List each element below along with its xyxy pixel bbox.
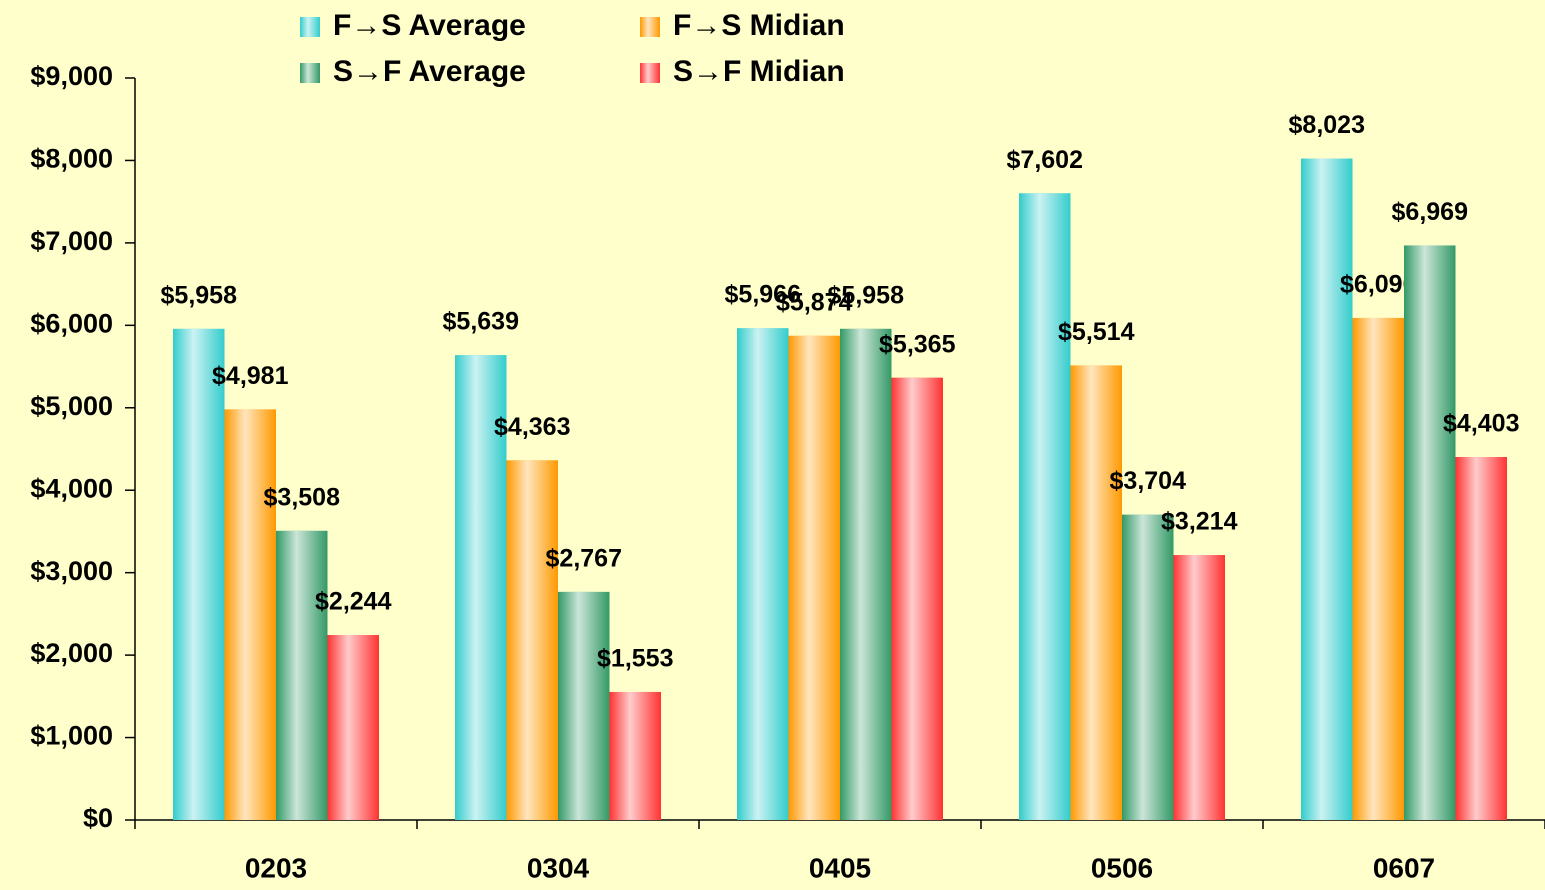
legend-swatch-highlight: [300, 63, 320, 83]
bar-highlight: [891, 377, 943, 820]
bar-highlight: [1352, 317, 1404, 820]
bar-highlight: [224, 409, 276, 820]
bar-highlight: [327, 634, 379, 820]
legend-label: S→F Midian: [673, 55, 845, 88]
value-label: $5,958: [828, 281, 905, 309]
y-tick-label: $0: [83, 803, 113, 833]
value-label: $8,023: [1289, 111, 1365, 139]
value-label: $4,363: [494, 413, 570, 441]
bar-highlight: [1019, 193, 1071, 821]
value-label: $3,508: [264, 483, 341, 511]
bar-highlight: [1173, 555, 1225, 820]
value-label: $2,767: [546, 544, 622, 572]
bar-highlight: [455, 355, 507, 820]
value-label: $7,602: [1007, 146, 1083, 174]
y-tick-label: $3,000: [30, 556, 113, 586]
y-tick-label: $9,000: [30, 61, 113, 91]
bar-highlight: [173, 328, 225, 820]
legend-swatch-highlight: [640, 63, 660, 83]
bar-highlight: [840, 328, 892, 820]
value-label: $1,553: [597, 645, 673, 673]
x-tick-label: 0506: [1091, 852, 1153, 883]
value-label: $3,214: [1161, 508, 1238, 536]
y-tick-label: $8,000: [30, 144, 113, 174]
bar-highlight: [609, 691, 661, 820]
y-tick-label: $4,000: [30, 473, 113, 503]
value-label: $6,969: [1392, 198, 1468, 226]
value-label: $4,403: [1443, 410, 1519, 438]
bar-highlight: [1070, 365, 1122, 820]
bar-highlight: [1404, 245, 1456, 820]
value-label: $5,966: [725, 281, 801, 309]
value-label: $5,958: [161, 281, 238, 309]
value-label: $3,704: [1110, 467, 1187, 495]
x-tick-label: 0203: [245, 852, 307, 883]
bar-highlight: [1301, 158, 1353, 820]
value-label: $5,514: [1058, 318, 1135, 346]
value-label: $5,365: [879, 330, 956, 358]
x-tick-label: 0607: [1373, 852, 1435, 883]
bar-highlight: [737, 328, 789, 820]
bar-highlight: [506, 460, 558, 820]
bar-highlight: [1122, 514, 1174, 820]
value-label: $5,639: [443, 308, 519, 336]
y-tick-label: $5,000: [30, 391, 113, 421]
bar-highlight: [1455, 456, 1507, 820]
value-label: $4,981: [212, 362, 289, 390]
value-label: $6,090: [1340, 271, 1416, 299]
y-tick-label: $2,000: [30, 638, 113, 668]
bar-highlight: [558, 591, 610, 820]
value-label: $5,874: [776, 288, 853, 316]
y-tick-label: $1,000: [30, 721, 113, 751]
bar-highlight: [276, 530, 328, 820]
y-tick-label: $6,000: [30, 308, 113, 338]
legend-label: F→S Midian: [673, 9, 845, 42]
legend-label: F→S Average: [333, 9, 526, 42]
legend-swatch-highlight: [300, 17, 320, 37]
y-tick-label: $7,000: [30, 226, 113, 256]
x-tick-label: 0405: [809, 852, 871, 883]
value-label: $2,244: [315, 588, 392, 616]
legend-label: S→F Average: [333, 55, 526, 88]
legend-swatch-highlight: [640, 17, 660, 37]
bar-highlight: [788, 335, 840, 820]
x-tick-label: 0304: [527, 852, 590, 883]
